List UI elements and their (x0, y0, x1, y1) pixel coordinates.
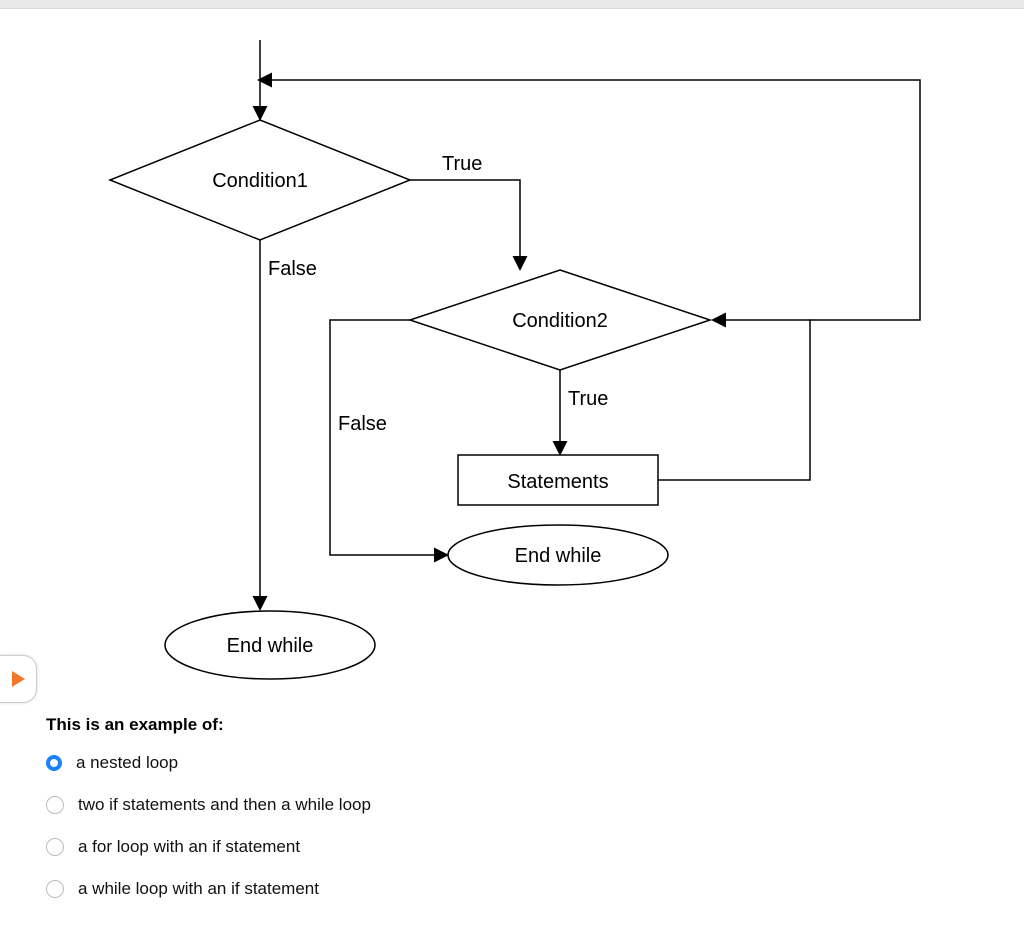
label-true2: True (568, 388, 608, 410)
label-condition1: Condition1 (212, 170, 308, 192)
label-condition2: Condition2 (512, 310, 608, 332)
option-label: a nested loop (76, 753, 178, 773)
radio-icon (46, 880, 64, 898)
option-label: a while loop with an if statement (78, 879, 319, 899)
question-prompt: This is an example of: (46, 715, 946, 735)
option-0[interactable]: a nested loop (46, 753, 946, 773)
option-label: a for loop with an if statement (78, 837, 300, 857)
label-true1: True (442, 153, 482, 175)
label-false1: False (268, 258, 317, 280)
label-false2: False (338, 413, 387, 435)
option-label: two if statements and then a while loop (78, 795, 371, 815)
label-end-inner: End while (515, 545, 602, 567)
flowchart-figure: Condition1 True False Condition2 True Fa… (40, 20, 1000, 680)
label-end-outer: End while (227, 635, 314, 657)
label-statements: Statements (507, 471, 608, 493)
play-button[interactable] (0, 655, 37, 703)
radio-icon (46, 838, 64, 856)
option-3[interactable]: a while loop with an if statement (46, 879, 946, 899)
flowchart-svg: Condition1 True False Condition2 True Fa… (40, 20, 1000, 680)
quiz-page: Condition1 True False Condition2 True Fa… (0, 0, 1024, 935)
top-divider (0, 0, 1024, 9)
radio-icon (46, 796, 64, 814)
play-icon (10, 670, 26, 688)
question-block: This is an example of: a nested loop two… (46, 715, 946, 921)
radio-icon (46, 755, 62, 771)
edge-cond1-true (410, 180, 520, 268)
edge-cond2-false (330, 320, 446, 555)
option-1[interactable]: two if statements and then a while loop (46, 795, 946, 815)
option-2[interactable]: a for loop with an if statement (46, 837, 946, 857)
